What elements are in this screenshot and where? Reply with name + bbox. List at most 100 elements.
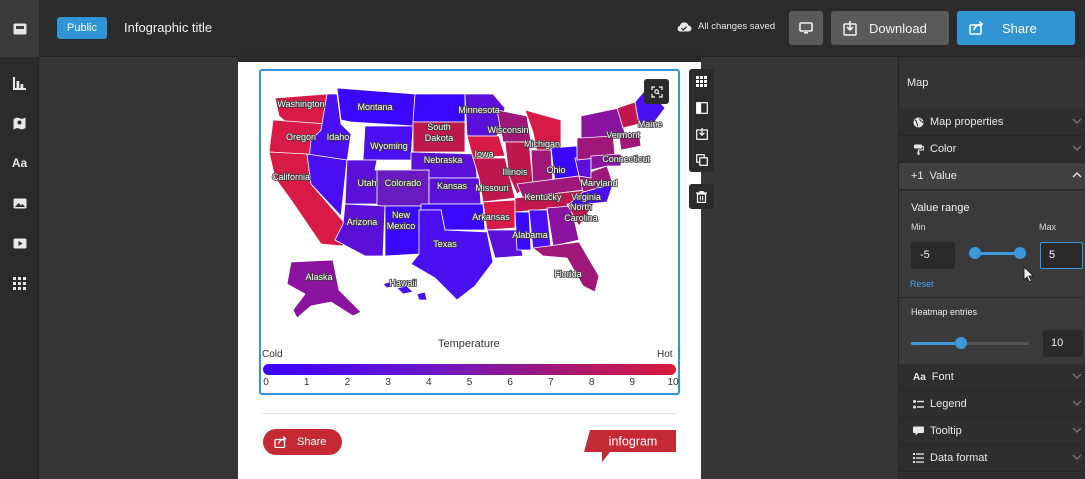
state-louisiana[interactable]	[486, 229, 524, 259]
share-button[interactable]: Share	[957, 11, 1075, 45]
section-label: Font	[931, 371, 954, 383]
label-south: South	[427, 122, 451, 132]
label-colorado: Colorado	[385, 178, 422, 188]
state-connecticut[interactable]	[618, 131, 642, 151]
sidebar-item-image[interactable]	[0, 183, 39, 223]
page-top-strip	[238, 46, 701, 62]
section-map-properties[interactable]: Map properties	[899, 109, 1085, 136]
state-new-york[interactable]	[580, 107, 626, 139]
legend-tick-label: 1	[303, 377, 310, 388]
map-icon	[13, 117, 26, 129]
zoom-map-button[interactable]	[644, 79, 669, 104]
heatmap-slider-fill	[911, 342, 960, 345]
label-missouri: Missouri	[475, 183, 509, 193]
plus-one-icon: +1	[911, 170, 924, 182]
section-label: Color	[930, 143, 957, 155]
heatmap-slider-handle[interactable]	[955, 337, 967, 349]
sidebar-item-map[interactable]	[0, 103, 39, 143]
delete-block-button[interactable]	[689, 184, 714, 209]
label-nebraska: Nebraska	[424, 155, 463, 165]
section-color[interactable]: Color	[899, 136, 1085, 163]
state-north-dakota[interactable]	[412, 93, 466, 123]
reset-link[interactable]: Reset	[910, 279, 934, 289]
state-hawaii[interactable]	[382, 281, 428, 301]
legend-min-label: Cold	[262, 349, 283, 360]
min-value-input[interactable]: -5	[911, 242, 955, 269]
state-maryland[interactable]	[590, 153, 622, 171]
label-illinois: Illinois	[502, 167, 528, 177]
divider	[899, 297, 1085, 298]
download-label: Download	[869, 20, 927, 36]
label-iowa: Iowa	[474, 149, 493, 159]
download-block-button[interactable]	[689, 121, 714, 146]
block-tools	[689, 69, 714, 172]
legend-tick-label: 9	[629, 377, 636, 388]
data-table-icon	[695, 101, 708, 114]
section-tooltip[interactable]: Tooltip	[899, 418, 1085, 445]
state-iowa[interactable]	[466, 135, 506, 159]
label-alabama: Alabama	[512, 230, 548, 240]
state-wisconsin[interactable]	[496, 109, 532, 143]
library-button[interactable]	[0, 0, 39, 57]
state-south-dakota[interactable]	[412, 121, 466, 153]
sidebar-item-more[interactable]	[0, 263, 39, 303]
cloud-check-icon	[677, 22, 692, 32]
state-texas[interactable]	[410, 209, 494, 301]
duplicate-block-button[interactable]	[689, 147, 714, 172]
chevron-down-icon	[1072, 118, 1082, 124]
section-value[interactable]: +1 Value	[899, 163, 1085, 190]
label-hawaii: Hawaii	[389, 278, 416, 288]
page-share-button[interactable]: Share	[263, 429, 342, 455]
label-washington: Washington	[277, 99, 324, 109]
label-dakota: Dakota	[425, 133, 454, 143]
share-icon	[274, 436, 287, 448]
chevron-down-icon	[1072, 145, 1082, 151]
infographic-title[interactable]: Infographic title	[124, 20, 213, 35]
range-max-handle[interactable]	[1014, 247, 1026, 259]
label-arizona: Arizona	[347, 217, 378, 227]
sidebar-item-chart[interactable]	[0, 63, 39, 103]
share-icon	[969, 21, 984, 35]
state-missouri[interactable]	[472, 157, 516, 203]
state-arizona[interactable]	[334, 203, 386, 257]
visibility-badge[interactable]: Public	[57, 17, 107, 39]
state-alaska[interactable]	[286, 259, 362, 319]
preview-button[interactable]	[789, 11, 823, 45]
share-label: Share	[1002, 20, 1037, 36]
state-nevada[interactable]	[306, 153, 348, 217]
chevron-up-icon	[1072, 172, 1082, 178]
chevron-down-icon	[1072, 454, 1082, 460]
label-minnesota: Minnesota	[458, 105, 500, 115]
legend-gradient-bar	[263, 364, 676, 375]
state-montana[interactable]	[336, 87, 416, 127]
legend-max-label: Hot	[657, 349, 673, 360]
trash-icon	[696, 190, 707, 203]
drag-handle[interactable]	[689, 69, 714, 94]
monitor-icon	[799, 22, 813, 34]
infogram-logo[interactable]: infogram	[584, 430, 676, 462]
heatmap-entries-slider[interactable]	[911, 342, 1029, 345]
value-range-slider[interactable]	[972, 252, 1022, 255]
section-font[interactable]: Aa Font	[899, 364, 1085, 391]
paint-icon	[914, 144, 924, 155]
download-button[interactable]: Download	[831, 11, 949, 45]
sidebar-item-text[interactable]: Aa	[0, 143, 39, 183]
range-min-handle[interactable]	[969, 247, 981, 259]
heatmap-entries-label: Heatmap entries	[911, 307, 978, 317]
state-virginia[interactable]	[578, 165, 614, 193]
state-mississippi[interactable]	[514, 211, 532, 251]
state-florida[interactable]	[532, 241, 600, 293]
section-label: Data format	[930, 452, 988, 464]
section-data-format[interactable]: Data format	[899, 445, 1085, 472]
state-arkansas[interactable]	[482, 199, 516, 231]
heatmap-entries-input[interactable]: 10	[1043, 330, 1083, 357]
globe-icon	[913, 117, 924, 127]
left-sidebar: Aa	[0, 57, 39, 479]
label-idaho: Idaho	[327, 132, 350, 142]
section-legend[interactable]: Legend	[899, 391, 1085, 418]
state-georgia[interactable]	[546, 205, 580, 247]
state-colorado[interactable]	[376, 169, 430, 207]
edit-data-button[interactable]	[689, 95, 714, 120]
max-value-input[interactable]: 5	[1040, 242, 1083, 269]
sidebar-item-video[interactable]	[0, 223, 39, 263]
